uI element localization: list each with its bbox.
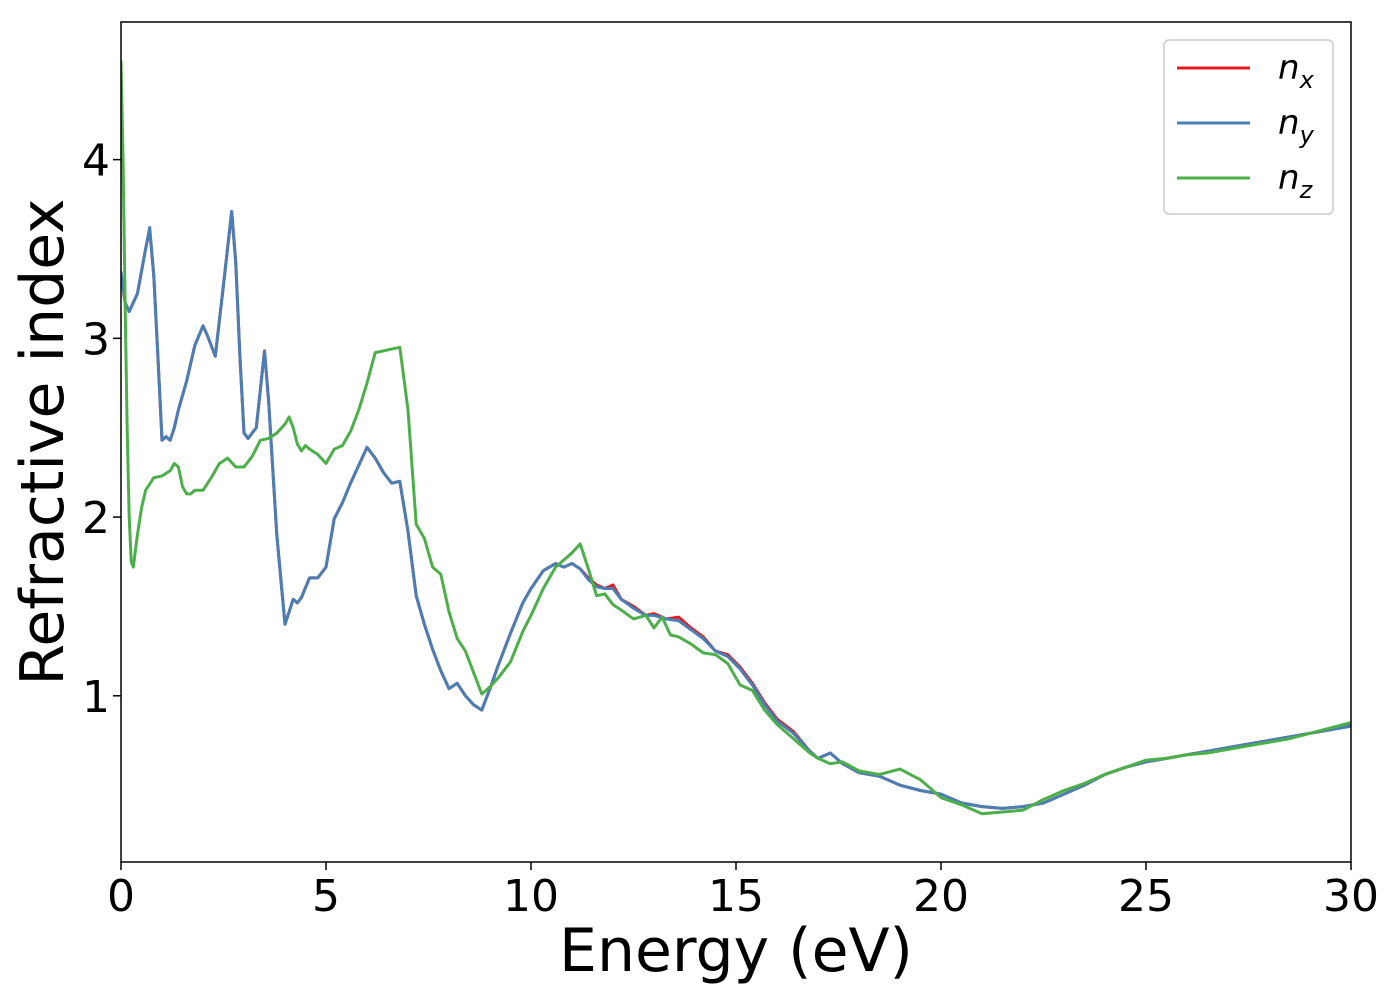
legend-box xyxy=(1163,39,1334,215)
y-axis-ticks: 1 2 3 4 xyxy=(82,136,121,723)
legend-label-subscript: y xyxy=(1299,121,1315,149)
y-axis-label: Refractive index xyxy=(8,198,78,685)
y-tick-label: 1 xyxy=(82,672,110,723)
legend-label-ny: ny xyxy=(1278,103,1315,149)
legend-label-nx: nx xyxy=(1278,48,1315,94)
legend-label-main: n xyxy=(1278,48,1300,88)
x-tick-label: 10 xyxy=(503,871,559,922)
legend-label-main: n xyxy=(1278,103,1300,143)
y-tick-label: 4 xyxy=(82,136,110,187)
x-tick-label: 0 xyxy=(107,871,135,922)
x-tick-label: 5 xyxy=(312,871,340,922)
legend-label-subscript: z xyxy=(1299,176,1314,204)
x-tick-label: 30 xyxy=(1323,871,1379,922)
series-layer xyxy=(121,59,1351,816)
x-tick-label: 15 xyxy=(708,871,764,922)
x-tick-label: 20 xyxy=(913,871,969,922)
series-line-nz xyxy=(121,59,1351,816)
y-tick-label: 2 xyxy=(82,493,110,544)
series-line-nx xyxy=(121,209,1351,810)
x-axis-label: Energy (eV) xyxy=(559,916,913,986)
legend-label-main: n xyxy=(1278,158,1300,198)
series-line-ny xyxy=(121,209,1351,810)
legend-label-subscript: x xyxy=(1299,66,1315,94)
y-tick-label: 3 xyxy=(82,314,110,365)
legend-label-nz: nz xyxy=(1278,158,1314,204)
x-tick-label: 25 xyxy=(1118,871,1174,922)
x-axis-ticks: 0 5 10 15 20 25 30 xyxy=(107,862,1379,922)
